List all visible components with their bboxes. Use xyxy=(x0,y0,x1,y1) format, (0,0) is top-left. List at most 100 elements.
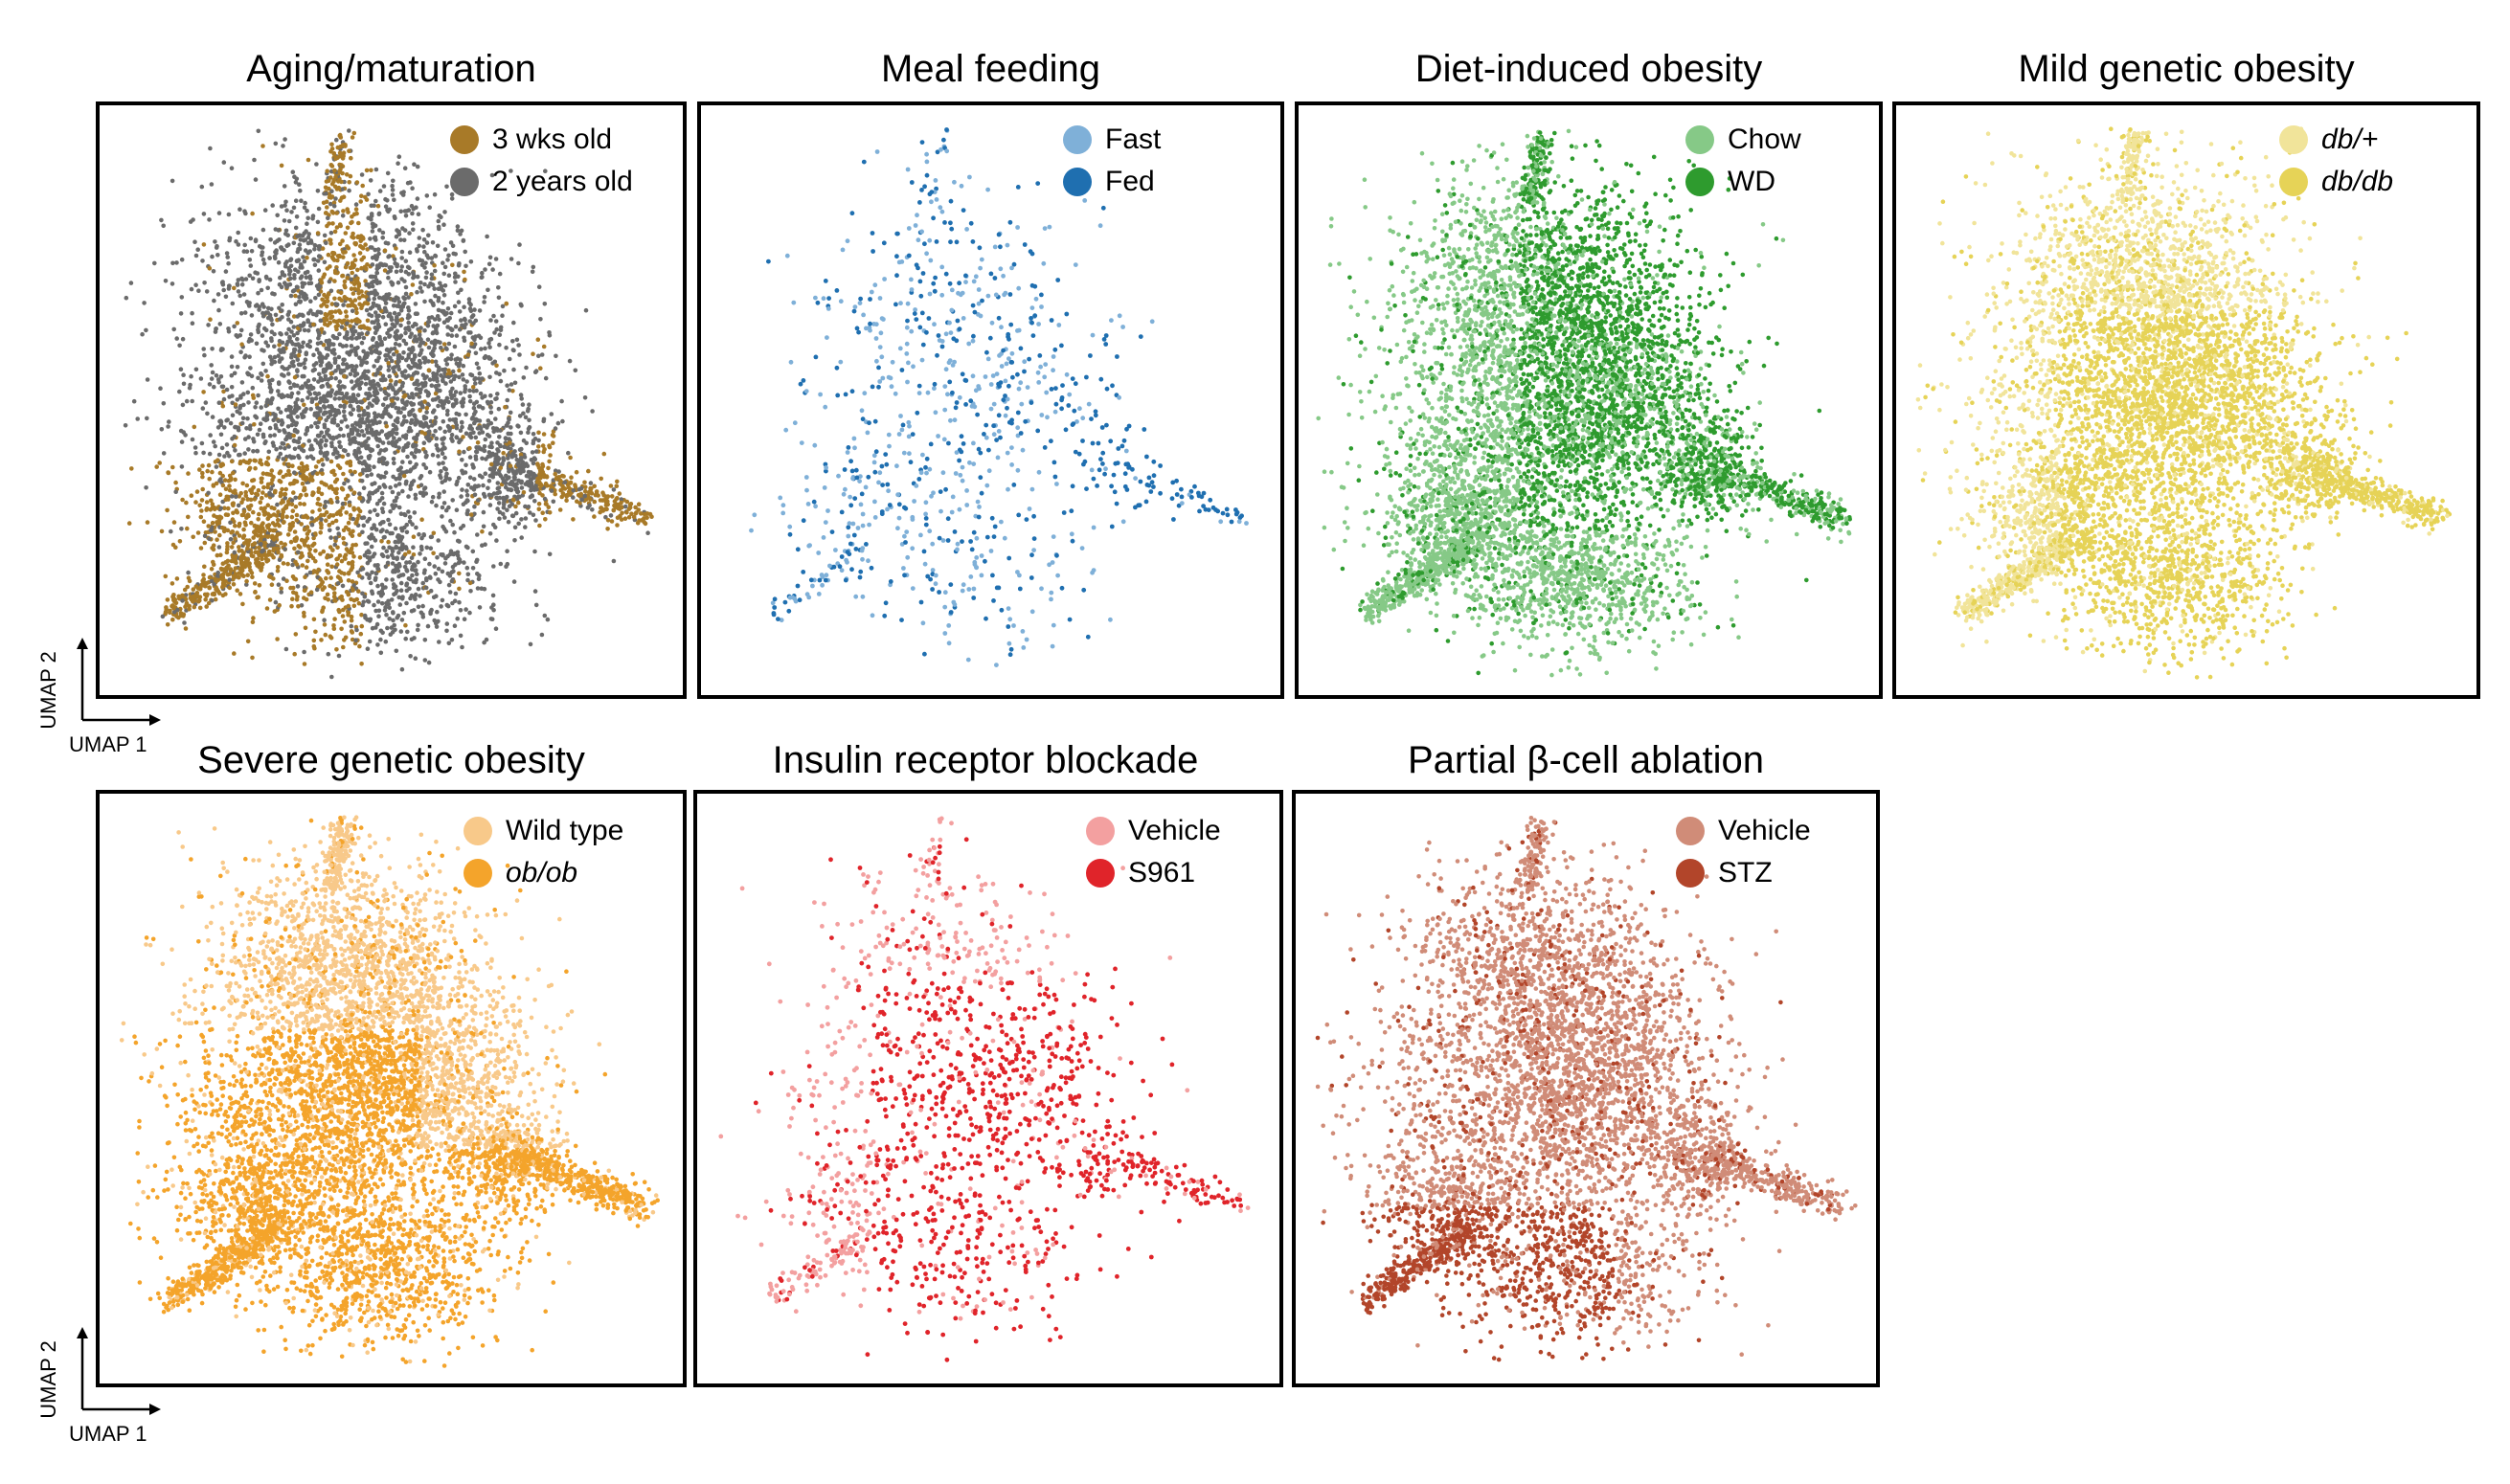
scatter-point xyxy=(197,605,203,611)
scatter-point xyxy=(434,503,439,508)
scatter-point xyxy=(415,311,420,316)
scatter-point xyxy=(448,356,454,362)
scatter-point xyxy=(376,608,382,614)
scatter-point xyxy=(601,451,607,457)
scatter-point xyxy=(355,428,360,434)
scatter-point xyxy=(396,343,402,348)
scatter-point xyxy=(341,357,346,363)
scatter-point xyxy=(415,627,420,633)
scatter-point xyxy=(385,241,391,246)
scatter-point xyxy=(329,302,335,306)
scatter-point xyxy=(444,184,449,190)
scatter-point xyxy=(516,478,521,483)
scatter-point xyxy=(227,236,233,241)
scatter-point xyxy=(282,349,286,354)
scatter-point xyxy=(380,236,386,240)
scatter-point xyxy=(393,591,398,596)
scatter-point xyxy=(225,512,231,518)
scatter-point xyxy=(337,133,343,139)
scatter-point xyxy=(410,211,415,216)
scatter-point xyxy=(290,585,296,591)
scatter-point xyxy=(268,486,274,491)
scatter-point xyxy=(386,440,392,445)
scatter-point xyxy=(375,358,380,364)
scatter-point xyxy=(124,295,129,301)
scatter-point xyxy=(245,497,250,502)
scatter-point xyxy=(454,411,460,416)
scatter-point xyxy=(313,629,318,635)
scatter-point xyxy=(261,349,266,353)
scatter-point xyxy=(200,259,205,263)
scatter-point xyxy=(332,597,337,603)
scatter-point xyxy=(464,488,469,493)
scatter-point xyxy=(160,614,166,619)
scatter-point xyxy=(246,400,251,405)
scatter-point xyxy=(170,596,176,600)
scatter-point xyxy=(471,412,477,416)
scatter-point xyxy=(254,341,260,347)
scatter-point xyxy=(396,154,402,159)
scatter-point xyxy=(367,558,373,563)
scatter-point xyxy=(422,249,427,255)
scatter-point xyxy=(467,306,473,311)
scatter-point xyxy=(418,423,423,428)
scatter-point xyxy=(452,304,458,309)
scatter-point xyxy=(448,518,453,524)
scatter-point xyxy=(177,539,183,544)
scatter-point xyxy=(343,416,348,422)
scatter-point xyxy=(405,315,411,321)
scatter-point xyxy=(374,391,380,396)
scatter-point xyxy=(346,571,351,576)
scatter-point xyxy=(371,421,376,426)
scatter-point xyxy=(441,293,447,298)
scatter-point xyxy=(391,422,396,428)
scatter-point xyxy=(495,428,500,433)
scatter-point xyxy=(373,417,377,423)
scatter-point xyxy=(434,330,440,336)
scatter-point xyxy=(289,422,295,428)
scatter-point xyxy=(383,391,389,396)
scatter-point xyxy=(350,563,355,568)
scatter-point xyxy=(350,265,354,270)
scatter-point xyxy=(382,484,388,489)
scatter-point xyxy=(170,581,175,586)
scatter-point xyxy=(304,565,309,570)
scatter-point xyxy=(348,438,352,442)
scatter-point xyxy=(293,353,298,359)
scatter-point xyxy=(285,532,291,537)
scatter-point xyxy=(449,352,454,358)
scatter-point xyxy=(358,238,364,243)
scatter-point xyxy=(218,432,224,438)
scatter-point xyxy=(368,178,373,183)
scatter-point xyxy=(448,310,454,316)
scatter-point xyxy=(377,334,382,340)
scatter-point xyxy=(396,300,402,304)
scatter-point xyxy=(185,526,190,531)
scatter-point xyxy=(337,439,342,445)
scatter-point xyxy=(292,546,297,551)
scatter-point xyxy=(356,291,361,296)
scatter-point xyxy=(413,568,418,573)
scatter-point xyxy=(289,498,295,503)
scatter-point xyxy=(529,487,533,493)
scatter-point xyxy=(404,588,410,594)
scatter-point xyxy=(290,359,296,365)
scatter-point xyxy=(295,595,300,599)
scatter-point xyxy=(395,615,400,620)
scatter-point xyxy=(240,601,245,607)
scatter-point xyxy=(257,304,262,309)
scatter-point xyxy=(350,386,355,391)
scatter-point xyxy=(407,460,413,465)
scatter-point xyxy=(327,178,331,184)
scatter-point xyxy=(488,399,494,405)
scatter-point xyxy=(365,572,370,576)
scatter-point xyxy=(352,469,357,475)
scatter-point xyxy=(282,184,287,189)
scatter-point xyxy=(225,541,230,546)
scatter-point xyxy=(503,436,509,440)
scatter-point xyxy=(372,296,377,302)
scatter-point xyxy=(510,348,516,352)
scatter-point xyxy=(464,263,468,269)
scatter-point xyxy=(391,430,396,435)
scatter-point xyxy=(500,511,506,517)
